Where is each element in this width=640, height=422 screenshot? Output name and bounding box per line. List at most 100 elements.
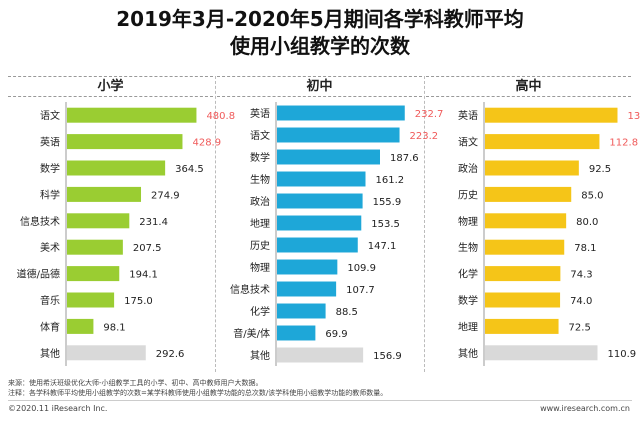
middle-value-label: 109.9	[347, 263, 376, 274]
middle-value-label: 187.6	[390, 153, 419, 164]
source-note: 来源：使用希沃班级优化大师-小组教学工具的小学、初中、高中教师用户大数据。	[8, 379, 263, 387]
high-bar	[485, 345, 598, 361]
primary-bar	[67, 107, 197, 123]
primary-bar	[67, 213, 130, 229]
primary-category-label: 英语	[40, 136, 60, 149]
middle-bar	[277, 325, 316, 341]
primary-category-label: 道德/品德	[17, 268, 60, 281]
primary-bar	[67, 160, 166, 176]
primary-category-label: 语文	[40, 109, 60, 122]
primary-bar	[67, 318, 94, 334]
middle-category-label: 其他	[250, 349, 270, 362]
high-value-label: 78.1	[574, 243, 596, 254]
high-category-label: 物理	[458, 215, 478, 228]
high-bar	[485, 292, 561, 308]
middle-bar	[277, 303, 326, 319]
high-value-label: 74.3	[570, 270, 592, 281]
panel-header-primary: 小学	[8, 76, 213, 97]
primary-value-label: 207.5	[133, 243, 162, 254]
high-category-label: 地理	[458, 320, 478, 333]
high-category-label: 其他	[458, 347, 478, 360]
middle-category-label: 历史	[250, 240, 270, 252]
high-bar	[485, 107, 618, 123]
high-bar	[485, 134, 600, 150]
high-value-label: 72.5	[569, 322, 591, 333]
primary-category-label: 科学	[40, 188, 60, 201]
middle-value-label: 156.9	[373, 351, 402, 362]
middle-value-label: 147.1	[368, 241, 397, 252]
middle-bar	[277, 281, 337, 297]
high-category-label: 政治	[458, 162, 478, 175]
high-category-label: 英语	[458, 109, 478, 122]
panel-header-high: 高中	[426, 76, 631, 97]
panel-divider	[424, 76, 425, 372]
middle-value-label: 232.7	[415, 109, 444, 120]
footer-divider	[8, 400, 632, 401]
panel-header-middle: 初中	[217, 76, 422, 97]
copyright: ©2020.11 iResearch Inc.	[8, 404, 108, 413]
middle-category-label: 英语	[250, 107, 270, 120]
primary-bar	[67, 266, 120, 282]
remark-note: 注释：各学科教师平均使用小组教学的次数=某学科教师使用小组教学功能的总次数/该学…	[8, 389, 388, 397]
primary-category-label: 体育	[40, 320, 60, 333]
middle-bar	[277, 149, 380, 165]
primary-value-label: 480.8	[206, 111, 235, 122]
middle-category-label: 信息技术	[230, 283, 270, 296]
middle-category-label: 化学	[250, 305, 270, 318]
primary-category-label: 其他	[40, 347, 60, 360]
middle-value-label: 153.5	[371, 219, 400, 230]
chart-title-line-2: 使用小组教学的次数	[230, 34, 410, 58]
middle-bar	[277, 347, 364, 363]
middle-bar	[277, 259, 338, 275]
middle-category-label: 地理	[250, 217, 270, 230]
primary-value-label: 292.6	[156, 349, 185, 360]
primary-value-label: 364.5	[175, 164, 204, 175]
primary-value-label: 175.0	[124, 296, 153, 307]
high-bar	[485, 318, 559, 334]
panel-divider	[215, 76, 216, 372]
middle-category-label: 物理	[250, 261, 270, 274]
high-category-label: 生物	[458, 241, 478, 254]
primary-value-label: 274.9	[151, 190, 180, 201]
middle-bar	[277, 127, 400, 143]
middle-category-label: 语文	[250, 129, 270, 142]
middle-bar	[277, 193, 363, 209]
middle-category-label: 生物	[250, 173, 270, 186]
high-value-label: 80.0	[576, 217, 598, 228]
high-value-label: 110.9	[608, 349, 637, 360]
middle-value-label: 161.2	[376, 175, 405, 186]
middle-bar	[277, 105, 405, 121]
middle-value-label: 223.2	[410, 131, 439, 142]
primary-category-label: 美术	[40, 241, 60, 254]
high-bar	[485, 213, 567, 229]
middle-value-label: 107.7	[346, 285, 375, 296]
high-bar	[485, 239, 565, 255]
high-bar	[485, 186, 572, 202]
primary-bar	[67, 239, 123, 255]
high-value-label: 112.8	[609, 138, 638, 149]
primary-value-label: 98.1	[103, 322, 125, 333]
primary-bar	[67, 186, 142, 202]
chart-title-line-1: 2019年3月-2020年5月期间各学科教师平均	[116, 7, 524, 31]
primary-category-label: 音乐	[40, 294, 60, 307]
primary-bar	[67, 345, 146, 361]
middle-category-label: 政治	[250, 195, 270, 208]
high-category-label: 数学	[458, 294, 478, 307]
middle-category-label: 数学	[250, 151, 270, 164]
middle-category-label: 音/美/体	[233, 327, 270, 340]
high-value-label: 92.5	[589, 164, 611, 175]
high-value-label: 130.6	[627, 111, 640, 122]
primary-value-label: 194.1	[129, 270, 158, 281]
high-value-label: 85.0	[581, 190, 603, 201]
middle-bar	[277, 171, 366, 187]
middle-bar	[277, 237, 358, 253]
high-category-label: 历史	[458, 189, 478, 201]
middle-bar	[277, 215, 362, 231]
middle-value-label: 155.9	[373, 197, 402, 208]
high-bar	[485, 160, 579, 176]
website: www.iresearch.com.cn	[540, 404, 630, 413]
primary-category-label: 信息技术	[20, 215, 60, 228]
middle-value-label: 88.5	[336, 307, 358, 318]
high-category-label: 语文	[458, 136, 478, 149]
